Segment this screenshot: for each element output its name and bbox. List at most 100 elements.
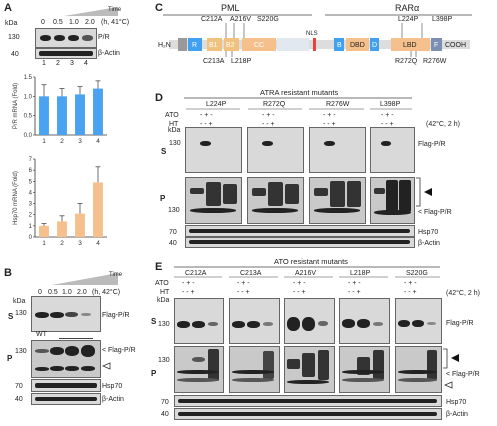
panel-e-s-blot-1 [174, 298, 224, 344]
panel-d-s-label: S [161, 147, 167, 156]
panel-e-hsp70-blot [174, 395, 442, 407]
panel-a-cond-1: 0 [41, 19, 45, 26]
panel-b-kda: kDa [13, 298, 26, 305]
panel-d-hsp70-label: Hsp70 [418, 229, 439, 236]
domain-d: D [372, 42, 378, 49]
domain-b2: B2 [226, 42, 235, 49]
panel-e-s-blot-2 [229, 298, 280, 344]
panel-e-label: E [155, 261, 163, 273]
domain-b: B [337, 42, 342, 49]
domain-b1: B1 [209, 42, 218, 49]
hsp70-mrna-ytick-label-3: 3 [29, 202, 33, 208]
panel-c-nls: NLS [306, 31, 318, 37]
panel-b-mw-p: 130 [15, 348, 27, 355]
panel-e-group-s220g: S220G [406, 270, 428, 277]
panel-d-mw-p: 130 [168, 207, 180, 214]
panel-d-ht-signs-3: - - + [323, 121, 336, 128]
panel-d-group-l224p: L224P [206, 101, 227, 108]
panel-b-cond-4: 2.0 [77, 289, 87, 296]
hsp70-mrna-bar-1 [39, 225, 49, 237]
panel-d-p-blot-3 [309, 177, 366, 224]
panel-b-cond-2: 0.5 [48, 289, 58, 296]
hsp70-mrna-xtick-label-4: 4 [96, 240, 100, 247]
panel-b-actin-blot [31, 393, 101, 405]
panel-c-h2n: H₂N [158, 42, 171, 49]
panel-e-p-blot-5 [395, 346, 442, 393]
panel-e-actin-blot [174, 408, 442, 420]
panel-d-s-blot-2 [247, 127, 304, 173]
panel-c-cooh: COOH [445, 42, 466, 49]
panel-a-lane-3: 3 [70, 60, 74, 67]
mutation-c213a: C213A [203, 58, 225, 65]
panel-e-kda: kDa [157, 297, 170, 304]
pr-mrna-ytick-label-3: 1.5 [24, 75, 33, 81]
pr-mrna-bar-1 [39, 96, 49, 135]
panel-a-kda: kDa [5, 20, 18, 27]
panel-e-mw-70: 70 [161, 399, 169, 406]
panel-e-mw-40: 40 [161, 411, 169, 418]
panel-a-lane-2: 2 [56, 60, 60, 67]
panel-b-mw-s: 130 [15, 310, 27, 317]
domain-dbd: DBD [350, 42, 365, 49]
hsp70-mrna-ytick-label-7: 7 [29, 157, 33, 163]
panel-e-title: ATO resistant mutants [274, 257, 348, 266]
panel-b-wt-line [59, 338, 93, 339]
panel-b-cond-3: 1.0 [62, 289, 72, 296]
hsp70-mrna-ytick-label-2: 2 [29, 213, 33, 219]
panel-d-p-blot-1 [185, 177, 242, 224]
panel-b-mw-70: 70 [15, 383, 23, 390]
panel-d-ht-signs-1: - - + [200, 121, 213, 128]
panel-d-ato-signs-4: - + - [381, 112, 394, 119]
pr-mrna-bar-3 [75, 94, 85, 135]
panel-e-mw-s: 130 [158, 321, 170, 328]
panel-b-s-label: S [8, 312, 14, 321]
panel-d-p-blot-4 [370, 177, 415, 224]
panel-a-pr-blot [35, 28, 97, 48]
panel-d-mw-40: 40 [169, 240, 177, 247]
panel-c-label: C [155, 2, 163, 14]
panel-d-ato-signs-3: - + - [323, 112, 336, 119]
hsp70-mrna-xtick-label-2: 2 [60, 240, 64, 247]
panel-b-s-blot [31, 296, 101, 332]
panel-b-time-label: Time [109, 272, 123, 278]
panel-a-mw-130: 130 [8, 34, 20, 41]
panel-e-condition: (42°C, 2 h) [446, 290, 480, 297]
panel-e-s-label: S [151, 317, 157, 326]
panel-e-mw-p: 130 [158, 357, 170, 364]
panel-e-s-blot-4 [339, 298, 390, 344]
pr-mrna-bar-4 [93, 88, 103, 135]
panel-e-p-blot-2 [229, 346, 280, 393]
panel-e-s-blot-5 [395, 298, 442, 344]
panel-d-p-blot-2 [247, 177, 304, 224]
mutation-l218p: L218P [231, 58, 252, 65]
hsp70-mrna-bar-2 [57, 221, 67, 237]
panel-a-actin-label: β-Actin [98, 50, 120, 57]
panel-d-ht-signs-2: - - + [262, 121, 275, 128]
panel-d-hsp70-blot [185, 225, 415, 237]
panel-b-wt: WT [36, 331, 47, 338]
panel-d-s-blot-1 [185, 127, 242, 173]
panel-b-p-blot [31, 340, 101, 378]
panel-d-group-l398p: L398P [380, 101, 401, 108]
domain-cc: CC [254, 42, 265, 49]
panel-a-lane-1: 1 [42, 60, 46, 67]
panel-d-mw-70: 70 [169, 229, 177, 236]
panel-d-kda: kDa [168, 127, 181, 134]
panel-b-actin-label: β-Actin [102, 396, 124, 403]
panel-d-ato-label: ATO [165, 112, 179, 119]
panel-e-ht-signs-4: - - + [348, 289, 361, 296]
panel-e-group-c213a: C213A [240, 270, 262, 277]
panel-b-hsp70-label: Hsp70 [102, 383, 123, 390]
panel-e-hsp70-label: Hsp70 [446, 399, 467, 406]
panel-e-ht-label: HT [160, 289, 170, 296]
panel-e-p-blot-4 [339, 346, 390, 393]
pr-mrna-ytick-label-2: 1.0 [24, 94, 33, 100]
